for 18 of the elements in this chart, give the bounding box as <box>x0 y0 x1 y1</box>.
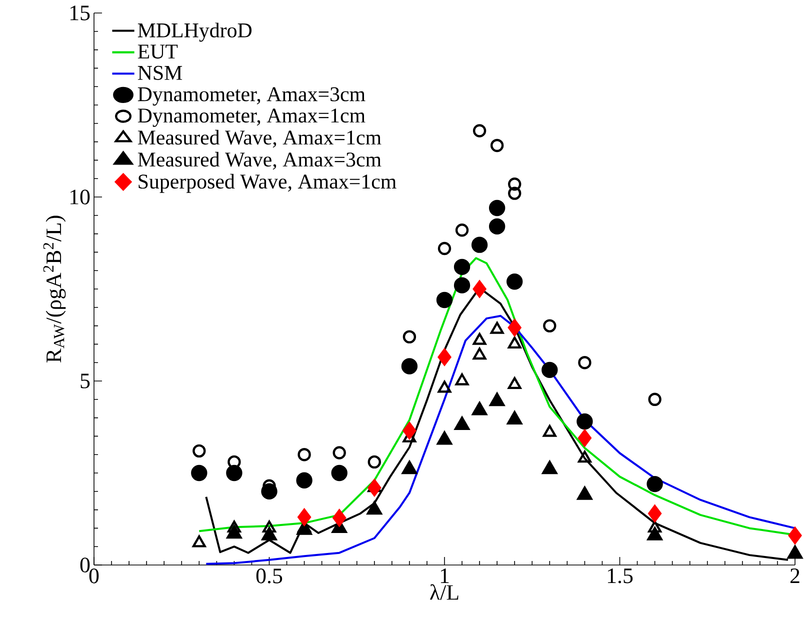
legend-label: Superposed Wave, Amax=1cm <box>138 174 396 193</box>
legend-label: Measured Wave, Amax=1cm <box>138 130 382 148</box>
legend-label: Dynamometer, Amax=3cm <box>138 87 366 106</box>
x-tick-label: 2 <box>790 568 800 584</box>
x-tick-label: 1 <box>440 568 449 583</box>
y-tick-label: 0 <box>80 558 90 572</box>
y-tick-label: 15 <box>70 6 90 20</box>
y-tick-label: 5 <box>80 374 90 388</box>
x-tick-label: 1.5 <box>608 568 633 584</box>
y-axis-title: R$_{AW}$/(ρgA$^{2}$B$^{2}$/L) <box>43 216 66 363</box>
legend-label: Dynamometer, Amax=1cm <box>138 108 366 127</box>
legend-label: EUT <box>138 44 178 59</box>
y-tick-label: 10 <box>70 190 90 204</box>
legend-label: Measured Wave, Amax=3cm <box>138 152 382 170</box>
legend-label: MDLHydroD <box>138 22 252 42</box>
x-tick-label: 0.5 <box>256 568 282 584</box>
legend-label: NSM <box>138 66 182 80</box>
x-axis-title: λ/L <box>430 584 458 600</box>
